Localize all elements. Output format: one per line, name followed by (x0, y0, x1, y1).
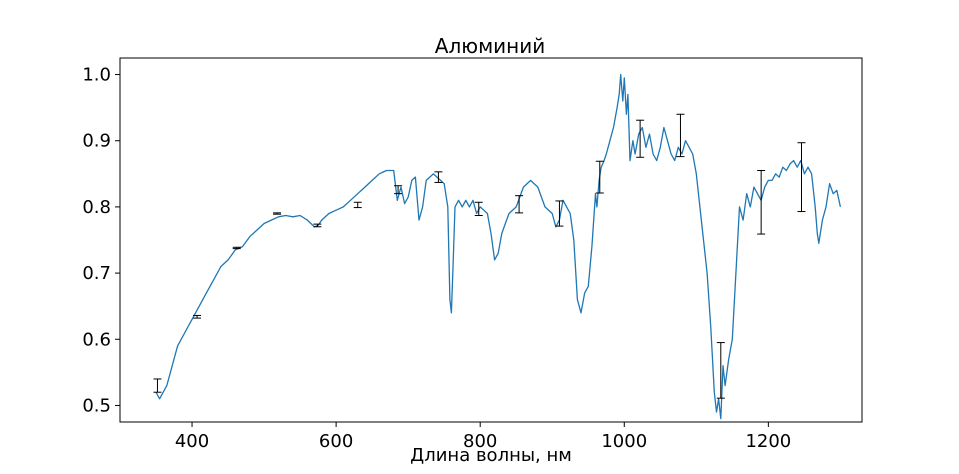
y-tick-label: 0.5 (82, 395, 111, 416)
series-line (155, 73, 842, 420)
error-bar (797, 142, 806, 213)
error-bar (434, 171, 443, 183)
error-bar (676, 113, 685, 158)
y-tick-label: 0.9 (82, 131, 111, 152)
error-bar (716, 342, 725, 399)
x-axis: 400 600 800 1000 1200 (175, 422, 791, 452)
x-tick-label: 1000 (601, 431, 647, 452)
error-bar (394, 185, 403, 195)
chart-title: Алюминий (435, 34, 545, 58)
plot-frame (119, 57, 863, 423)
error-bar (515, 195, 524, 214)
error-bar (232, 246, 241, 250)
error-bar (757, 170, 766, 235)
x-tick-label: 600 (319, 431, 353, 452)
error-bar (595, 160, 604, 194)
error-bar (636, 119, 645, 158)
plot-area (119, 57, 863, 423)
x-tick-label: 400 (175, 431, 209, 452)
y-tick-label: 0.6 (82, 329, 111, 350)
error-bar (313, 223, 322, 228)
y-tick-label: 1.0 (82, 65, 111, 86)
error-bar (353, 201, 362, 209)
error-bar (193, 314, 202, 319)
errorbar-layer (153, 113, 806, 399)
error-bar (555, 200, 564, 227)
error-bar (273, 212, 282, 215)
series-layer (155, 73, 842, 420)
x-axis-title: Длина волны, нм (410, 445, 572, 466)
error-bar (153, 378, 162, 393)
error-bar (474, 201, 483, 217)
y-tick-label: 0.8 (82, 197, 111, 218)
y-axis: 0.5 0.6 0.7 0.8 0.9 1.0 (82, 65, 120, 416)
x-tick-label: 800 (463, 431, 497, 452)
y-tick-label: 0.7 (82, 263, 111, 284)
x-tick-label: 1200 (745, 431, 791, 452)
